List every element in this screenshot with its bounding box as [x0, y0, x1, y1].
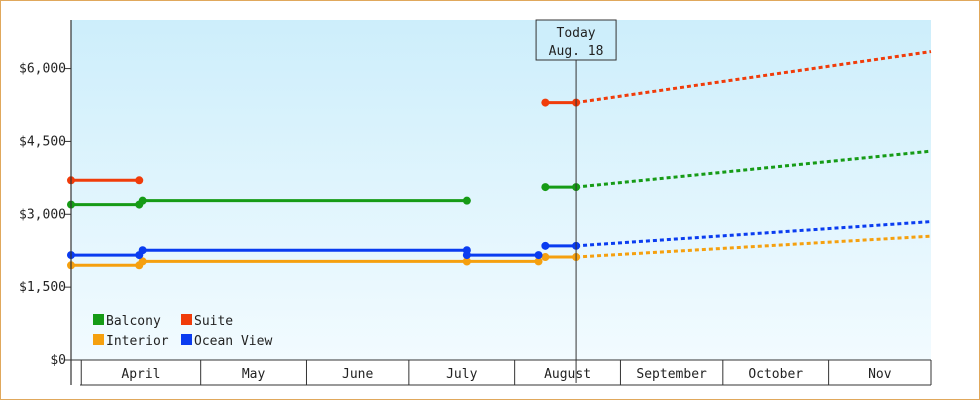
- legend-label: Interior: [106, 334, 169, 349]
- data-point: [534, 251, 543, 260]
- forecast-line: [575, 220, 932, 248]
- x-month-label: May: [242, 367, 266, 382]
- y-tick-label: $1,500: [19, 280, 66, 295]
- legend-swatch: [93, 314, 104, 325]
- x-month-label: July: [446, 367, 477, 382]
- legend-label: Balcony: [106, 314, 161, 329]
- y-tick-label: $3,000: [19, 207, 66, 222]
- today-callout: [535, 19, 617, 61]
- legend-swatch: [181, 334, 192, 345]
- series-balcony: [67, 149, 932, 209]
- forecast-line: [575, 50, 932, 105]
- plot-background: [71, 20, 931, 360]
- legend-label: Ocean View: [194, 334, 272, 349]
- x-month-label: April: [121, 367, 160, 382]
- series-suite: [67, 50, 932, 185]
- y-tick-label: $0: [50, 353, 66, 368]
- x-month-label: September: [636, 367, 707, 382]
- x-month-label: October: [748, 367, 803, 382]
- series-interior: [67, 234, 932, 270]
- today-label: Today: [557, 26, 596, 41]
- legend-swatch: [181, 314, 192, 325]
- x-month-label: Nov: [868, 367, 892, 382]
- x-month-label: June: [342, 367, 373, 382]
- legend-swatch: [93, 334, 104, 345]
- forecast-line: [575, 234, 932, 259]
- data-point: [138, 196, 147, 205]
- today-date-label: Aug. 18: [549, 44, 604, 59]
- series-ocean-view: [67, 220, 932, 260]
- legend-label: Suite: [194, 314, 233, 329]
- data-point: [462, 257, 471, 266]
- data-point: [541, 98, 550, 107]
- x-month-label: August: [544, 367, 591, 382]
- data-point: [534, 257, 543, 266]
- data-point: [541, 241, 550, 250]
- data-point: [138, 246, 147, 255]
- data-point: [541, 183, 550, 192]
- data-point: [135, 176, 144, 185]
- data-point: [138, 257, 147, 266]
- y-tick-label: $4,500: [19, 134, 66, 149]
- y-tick-label: $6,000: [19, 62, 66, 77]
- data-point: [541, 253, 550, 262]
- data-point: [462, 251, 471, 260]
- data-point: [462, 196, 471, 205]
- forecast-line: [575, 149, 932, 189]
